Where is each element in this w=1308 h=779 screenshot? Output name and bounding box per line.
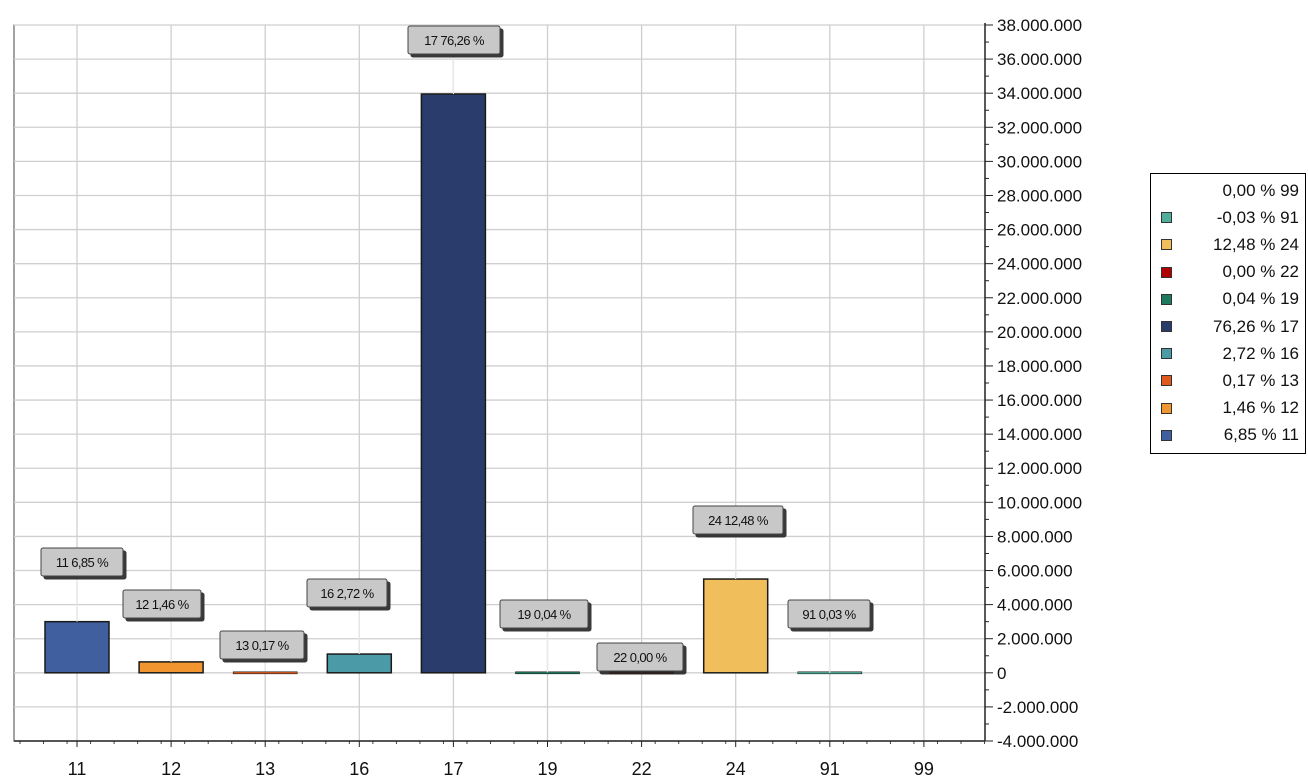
legend-item: 12,48 % 24 [1151,231,1305,258]
legend-swatch [1161,239,1172,251]
y-tick-label: 20.000.000 [997,323,1082,342]
x-category-label: 17 [443,759,463,779]
legend: 0,00 % 99 -0,03 % 91 12,48 % 24 0,00 % 22 0,… [1150,173,1306,454]
legend-item: 1,46 % 12 [1151,395,1305,422]
legend-swatch [1161,185,1172,196]
legend-swatch [1161,402,1172,414]
x-category-label: 24 [726,759,746,779]
data-label-box [596,642,684,672]
x-category-label: 11 [68,759,87,779]
legend-label: 6,85 % 11 [1223,425,1299,445]
x-category-label: 16 [349,759,369,779]
y-tick-label: 0 [997,664,1006,683]
legend-item: -0,03 % 91 [1151,204,1305,231]
legend-swatch [1161,429,1172,441]
y-tick-label: 14.000.000 [997,425,1082,444]
legend-label: 0,04 % 19 [1222,289,1299,309]
data-label: 16 2,72 % [320,586,374,601]
legend-swatch [1161,293,1172,305]
legend-label: 0,17 % 13 [1222,370,1299,390]
legend-swatch [1161,212,1172,224]
y-tick-label: -2.000.000 [997,698,1078,717]
bar-12 [138,661,204,674]
y-tick-label: 2.000.000 [997,630,1073,649]
data-label-box [122,589,202,619]
y-tick-label: -4.000.000 [997,732,1078,751]
data-label-box [692,505,784,535]
data-label: 91 0,03 % [802,607,856,622]
legend-item: 0,00 % 22 [1151,259,1305,286]
legend-swatch [1161,348,1172,360]
legend-item: 6,85 % 11 [1151,422,1305,449]
data-label: 22 0,00 % [613,650,667,665]
legend-swatch [1161,375,1172,387]
y-tick-label: 8.000.000 [997,527,1073,546]
y-tick-label: 34.000.000 [997,84,1082,103]
x-category-label: 22 [632,759,652,779]
data-label-box [40,547,124,577]
legend-item: 0,17 % 13 [1151,367,1305,394]
x-category-label: 91 [820,759,840,779]
data-label: 17 76,26 % [424,33,485,48]
y-tick-label: 18.000.000 [997,357,1082,376]
data-label-box [499,599,589,629]
y-tick-label: 22.000.000 [997,289,1082,308]
legend-label: 76,26 % 17 [1212,316,1299,336]
bar-24 [702,578,769,674]
data-label-box [787,599,871,629]
legend-swatch [1161,266,1172,278]
y-tick-label: 16.000.000 [997,391,1082,410]
x-category-label: 12 [161,759,181,779]
y-tick-label: 6.000.000 [997,562,1073,581]
y-tick-label: 30.000.000 [997,152,1082,171]
legend-swatch [1161,321,1172,333]
y-tick-label: 28.000.000 [997,186,1082,205]
y-tick-label: 12.000.000 [997,459,1082,478]
y-tick-label: 36.000.000 [997,50,1082,69]
y-tick-label: 38.000.000 [997,16,1082,35]
legend-item: 0,00 % 99 [1151,177,1305,204]
bar-13 [232,671,298,675]
y-tick-label: 24.000.000 [997,255,1082,274]
legend-label: -0,03 % 91 [1216,207,1299,227]
x-category-label: 13 [255,759,275,779]
data-label: 11 6,85 % [56,555,109,570]
x-category-label: 19 [537,759,557,779]
bar-17 [420,93,487,674]
legend-label: 12,48 % 24 [1212,234,1299,254]
legend-label: 1,46 % 12 [1222,398,1299,418]
y-tick-label: 10.000.000 [997,493,1082,512]
bar-11 [44,620,110,674]
y-tick-label: 26.000.000 [997,221,1082,240]
y-tick-label: 4.000.000 [997,596,1073,615]
legend-label: 0,00 % 22 [1222,262,1299,282]
x-category-label: 99 [914,759,934,779]
legend-label: 2,72 % 16 [1222,343,1299,363]
y-tick-label: 32.000.000 [997,118,1082,137]
data-label-box [306,578,388,608]
data-label: 19 0,04 % [517,607,571,622]
data-label: 13 0,17 % [235,638,289,653]
data-label: 24 12,48 % [708,513,769,528]
legend-item: 0,04 % 19 [1151,286,1305,313]
legend-item: 76,26 % 17 [1151,313,1305,340]
data-label-box [407,25,501,55]
bar-16 [326,653,393,674]
legend-label: 0,00 % 99 [1222,180,1299,200]
data-label: 12 1,46 % [135,597,189,612]
legend-item: 2,72 % 16 [1151,340,1305,367]
plot-area [13,24,986,742]
data-label-box [219,630,305,660]
